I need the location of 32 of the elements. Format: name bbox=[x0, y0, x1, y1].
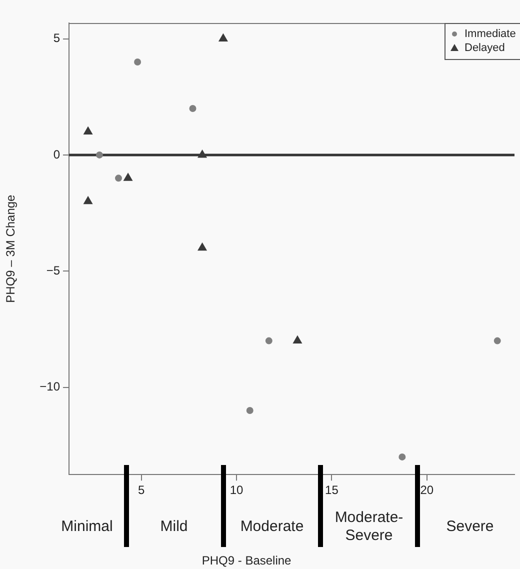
legend-label: Delayed bbox=[464, 42, 505, 54]
point bbox=[293, 336, 302, 344]
x-tick-label: 10 bbox=[230, 483, 244, 498]
text: Moderate bbox=[240, 518, 304, 536]
legend-label: Immediate bbox=[464, 28, 516, 40]
point bbox=[115, 174, 122, 182]
point bbox=[398, 453, 406, 460]
point bbox=[198, 150, 207, 158]
y-tick-label: −5 bbox=[46, 263, 60, 278]
x-axis-title: PHQ9 - Baseline bbox=[202, 553, 292, 568]
point bbox=[134, 58, 142, 66]
point bbox=[189, 104, 196, 112]
x-tick-label: 15 bbox=[325, 483, 339, 498]
point bbox=[84, 196, 92, 204]
text: Severe bbox=[446, 518, 494, 536]
y-tick-label: −10 bbox=[40, 380, 60, 394]
point bbox=[198, 242, 207, 251]
point bbox=[124, 173, 132, 181]
point bbox=[218, 34, 228, 42]
text: Mild bbox=[160, 518, 188, 536]
x-tick-label: 5 bbox=[138, 483, 145, 498]
point bbox=[96, 151, 103, 158]
point bbox=[265, 337, 272, 344]
text: Moderate-Severe bbox=[334, 509, 404, 545]
point bbox=[494, 337, 501, 344]
y-tick-label: 5 bbox=[53, 31, 60, 46]
point bbox=[246, 406, 254, 414]
y-tick-label: 0 bbox=[53, 147, 60, 162]
x-tick-label: 20 bbox=[420, 483, 434, 498]
y-axis-title: PHQ9 – 3M Change bbox=[4, 194, 18, 303]
point bbox=[84, 126, 92, 134]
text: Minimal bbox=[61, 518, 113, 536]
